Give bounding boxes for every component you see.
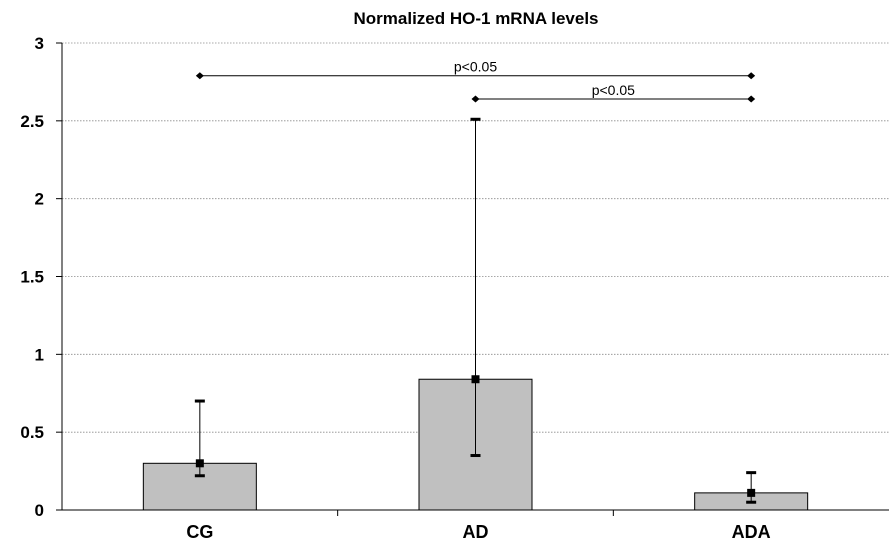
y-tick-label: 0 bbox=[35, 501, 44, 520]
significance-brackets: p<0.05 p<0.05 bbox=[195, 59, 756, 103]
chart-title: Normalized HO-1 mRNA levels bbox=[354, 9, 599, 28]
median-marker bbox=[747, 488, 756, 497]
median-marker bbox=[195, 459, 204, 468]
significance-endpoint bbox=[471, 95, 480, 103]
x-tick-label: CG bbox=[186, 522, 213, 542]
y-tick-label: 3 bbox=[35, 34, 44, 53]
significance-label: p<0.05 bbox=[592, 82, 635, 98]
significance-endpoint bbox=[747, 95, 756, 103]
x-tick-label: AD bbox=[463, 522, 489, 542]
x-axis-ticks: CG AD ADA bbox=[186, 510, 771, 542]
y-tick-label: 2.5 bbox=[20, 112, 44, 131]
significance-endpoint bbox=[195, 72, 204, 80]
y-tick-label: 0.5 bbox=[20, 423, 44, 442]
y-tick-label: 1.5 bbox=[20, 268, 44, 287]
y-axis-ticks: 0 0.5 1 1.5 2 2.5 3 bbox=[20, 34, 62, 520]
y-tick-label: 2 bbox=[35, 190, 44, 209]
significance-label: p<0.05 bbox=[454, 59, 497, 75]
x-tick-label: ADA bbox=[732, 522, 771, 542]
median-marker bbox=[471, 375, 480, 384]
y-tick-label: 1 bbox=[35, 345, 44, 364]
error-bars bbox=[194, 117, 757, 504]
significance-endpoint bbox=[747, 72, 756, 80]
